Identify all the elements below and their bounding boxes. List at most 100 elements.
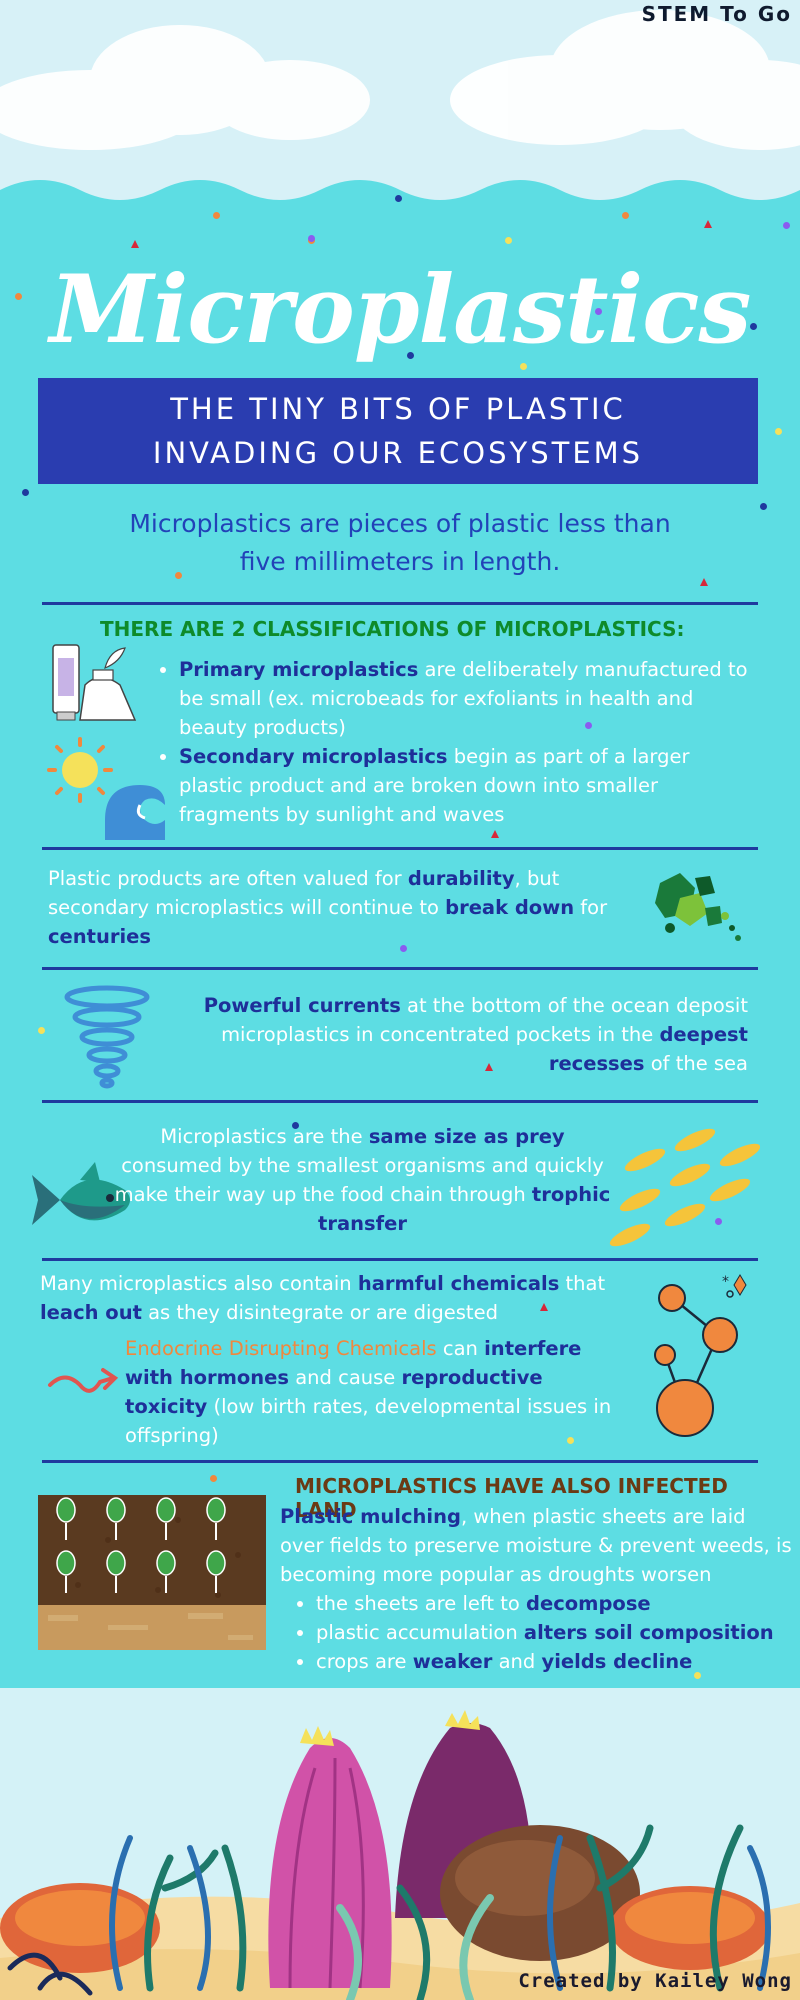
leach-out-term: leach out [40, 1301, 142, 1324]
list-item-text: the sheets are left to [316, 1592, 527, 1615]
interfere-with-hormones-term: interfere with hormones [125, 1337, 582, 1389]
section-divider [42, 1460, 758, 1463]
coral-reef-illustration [0, 1688, 800, 2000]
chemicals-text: Many microplastics also contain harmful … [40, 1269, 620, 1327]
trophic-transfer-term: trophic transfer [318, 1183, 611, 1235]
definition-line-1: Microplastics are pieces of plastic less… [129, 509, 671, 538]
confetti-dot [400, 945, 407, 952]
subtitle-banner: THE TINY BITS OF PLASTIC INVADING OUR EC… [38, 378, 758, 484]
classifications-heading: THERE ARE 2 CLASSIFICATIONS OF MICROPLAS… [100, 617, 685, 641]
durability-text: Plastic products are often valued for du… [48, 864, 633, 951]
primary-microplastics-item: Primary microplastics are deliberately m… [179, 655, 755, 742]
confetti-dot [395, 195, 402, 202]
confetti-triangle [131, 240, 139, 248]
endocrine-disrupting-chemicals-term: Endocrine Disrupting Chemicals [125, 1337, 437, 1360]
secondary-description: begin as part of a larger plastic produc… [179, 745, 690, 826]
reproductive-toxicity-term: reproductive toxicity [125, 1366, 543, 1418]
durability-term: durability [407, 867, 515, 890]
brand-label: STEM To Go [641, 2, 792, 26]
section-divider [42, 1258, 758, 1261]
list-item: crops are weaker and yields decline [316, 1647, 792, 1676]
decompose-term: decompose [526, 1592, 651, 1615]
edc-text: Endocrine Disrupting Chemicals can inter… [125, 1334, 615, 1450]
alters-soil-composition-term: alters soil composition [523, 1621, 774, 1644]
sky-clouds-illustration [0, 0, 800, 240]
land-effects-list: the sheets are left to decompose plastic… [280, 1589, 792, 1676]
harmful-chemicals-term: harmful chemicals [357, 1272, 560, 1295]
confetti-dot [15, 293, 22, 300]
powerful-currents-term: Powerful currents [203, 994, 401, 1017]
section-divider [42, 847, 758, 850]
list-item-text: plastic accumulation [316, 1621, 524, 1644]
confetti-dot [213, 212, 220, 219]
secondary-microplastics-item: Secondary microplastics begin as part of… [179, 742, 755, 829]
confetti-dot [622, 212, 629, 219]
confetti-dot [750, 323, 757, 330]
definition-line-2: five millimeters in length. [239, 547, 561, 576]
fish-icon [32, 1162, 130, 1225]
currents-text: Powerful currents at the bottom of the o… [200, 991, 748, 1078]
break-down-term: break down [445, 896, 575, 919]
confetti-dot [585, 722, 592, 729]
molecule-icon: * [654, 1274, 747, 1437]
confetti-triangle [704, 220, 712, 228]
land-text-part: , when plastic sheets are laid over fiel… [280, 1505, 792, 1586]
plastic-fragments-icon [655, 873, 741, 941]
land-heading: MICROPLASTICS HAVE ALSO INFECTED LAND [295, 1474, 728, 1522]
section-divider [42, 602, 758, 605]
confetti-dot [292, 1122, 299, 1129]
durability-text-part: for [574, 896, 608, 919]
confetti-dot [694, 1672, 701, 1679]
subtitle-line-1: THE TINY BITS OF PLASTIC [170, 392, 626, 426]
confetti-triangle [540, 1303, 548, 1311]
confetti-dot [775, 428, 782, 435]
list-item: the sheets are left to decompose [316, 1589, 792, 1618]
confetti-dot [783, 222, 790, 229]
currents-text-part: of the sea [644, 1052, 748, 1075]
confetti-dot [308, 235, 315, 242]
plastic-mulching-term: Plastic mulching [280, 1505, 461, 1528]
list-item: plastic accumulation alters soil composi… [316, 1618, 792, 1647]
confetti-dot [567, 1437, 574, 1444]
primary-term: Primary microplastics [179, 658, 419, 681]
whirlpool-icon [64, 985, 150, 1089]
fish-school-icon [609, 1128, 760, 1247]
crop-field-icon [38, 1495, 266, 1650]
classifications-list: Primary microplastics are deliberately m… [155, 655, 755, 829]
confetti-triangle [700, 578, 708, 586]
chemicals-text-part: Many microplastics also contain [40, 1272, 358, 1295]
confetti-triangle [485, 1063, 493, 1071]
primary-description: are deliberately manufactured to be smal… [179, 658, 748, 739]
list-item-text: crops are [316, 1650, 413, 1673]
prey-text-part: Microplastics are the [160, 1125, 369, 1148]
prey-text-part: consumed by the smallest organisms and q… [114, 1154, 604, 1206]
confetti-dot [175, 572, 182, 579]
confetti-triangle [491, 830, 499, 838]
confetti-dot [210, 1475, 217, 1482]
arrow-icon [48, 1368, 119, 1393]
confetti-dot [760, 503, 767, 510]
confetti-dot [505, 237, 512, 244]
cosmetics-icon [52, 644, 137, 721]
centuries-term: centuries [48, 925, 152, 948]
svg-text:*: * [722, 1274, 729, 1290]
yields-decline-term: yields decline [541, 1650, 693, 1673]
durability-text-part: , but secondary microplastics will conti… [48, 867, 560, 919]
deepest-recesses-term: deepest recesses [548, 1023, 748, 1075]
confetti-dot [22, 489, 29, 496]
edc-text-part: can [436, 1337, 485, 1360]
credit-label: Created by Kailey Wong [518, 1970, 792, 1992]
confetti-dot [407, 352, 414, 359]
confetti-dot [595, 308, 602, 315]
confetti-dot [520, 363, 527, 370]
secondary-term: Secondary microplastics [179, 745, 448, 768]
weaker-term: weaker [412, 1650, 493, 1673]
same-size-as-prey-term: same size as prey [368, 1125, 565, 1148]
subtitle-line-2: INVADING OUR ECOSYSTEMS [152, 436, 644, 470]
chemicals-text-part: that [559, 1272, 606, 1295]
prey-text: Microplastics are the same size as prey … [110, 1122, 615, 1238]
section-divider [42, 1100, 758, 1103]
section-divider [42, 967, 758, 970]
edc-text-part: (low birth rates, developmental issues i… [125, 1395, 612, 1447]
